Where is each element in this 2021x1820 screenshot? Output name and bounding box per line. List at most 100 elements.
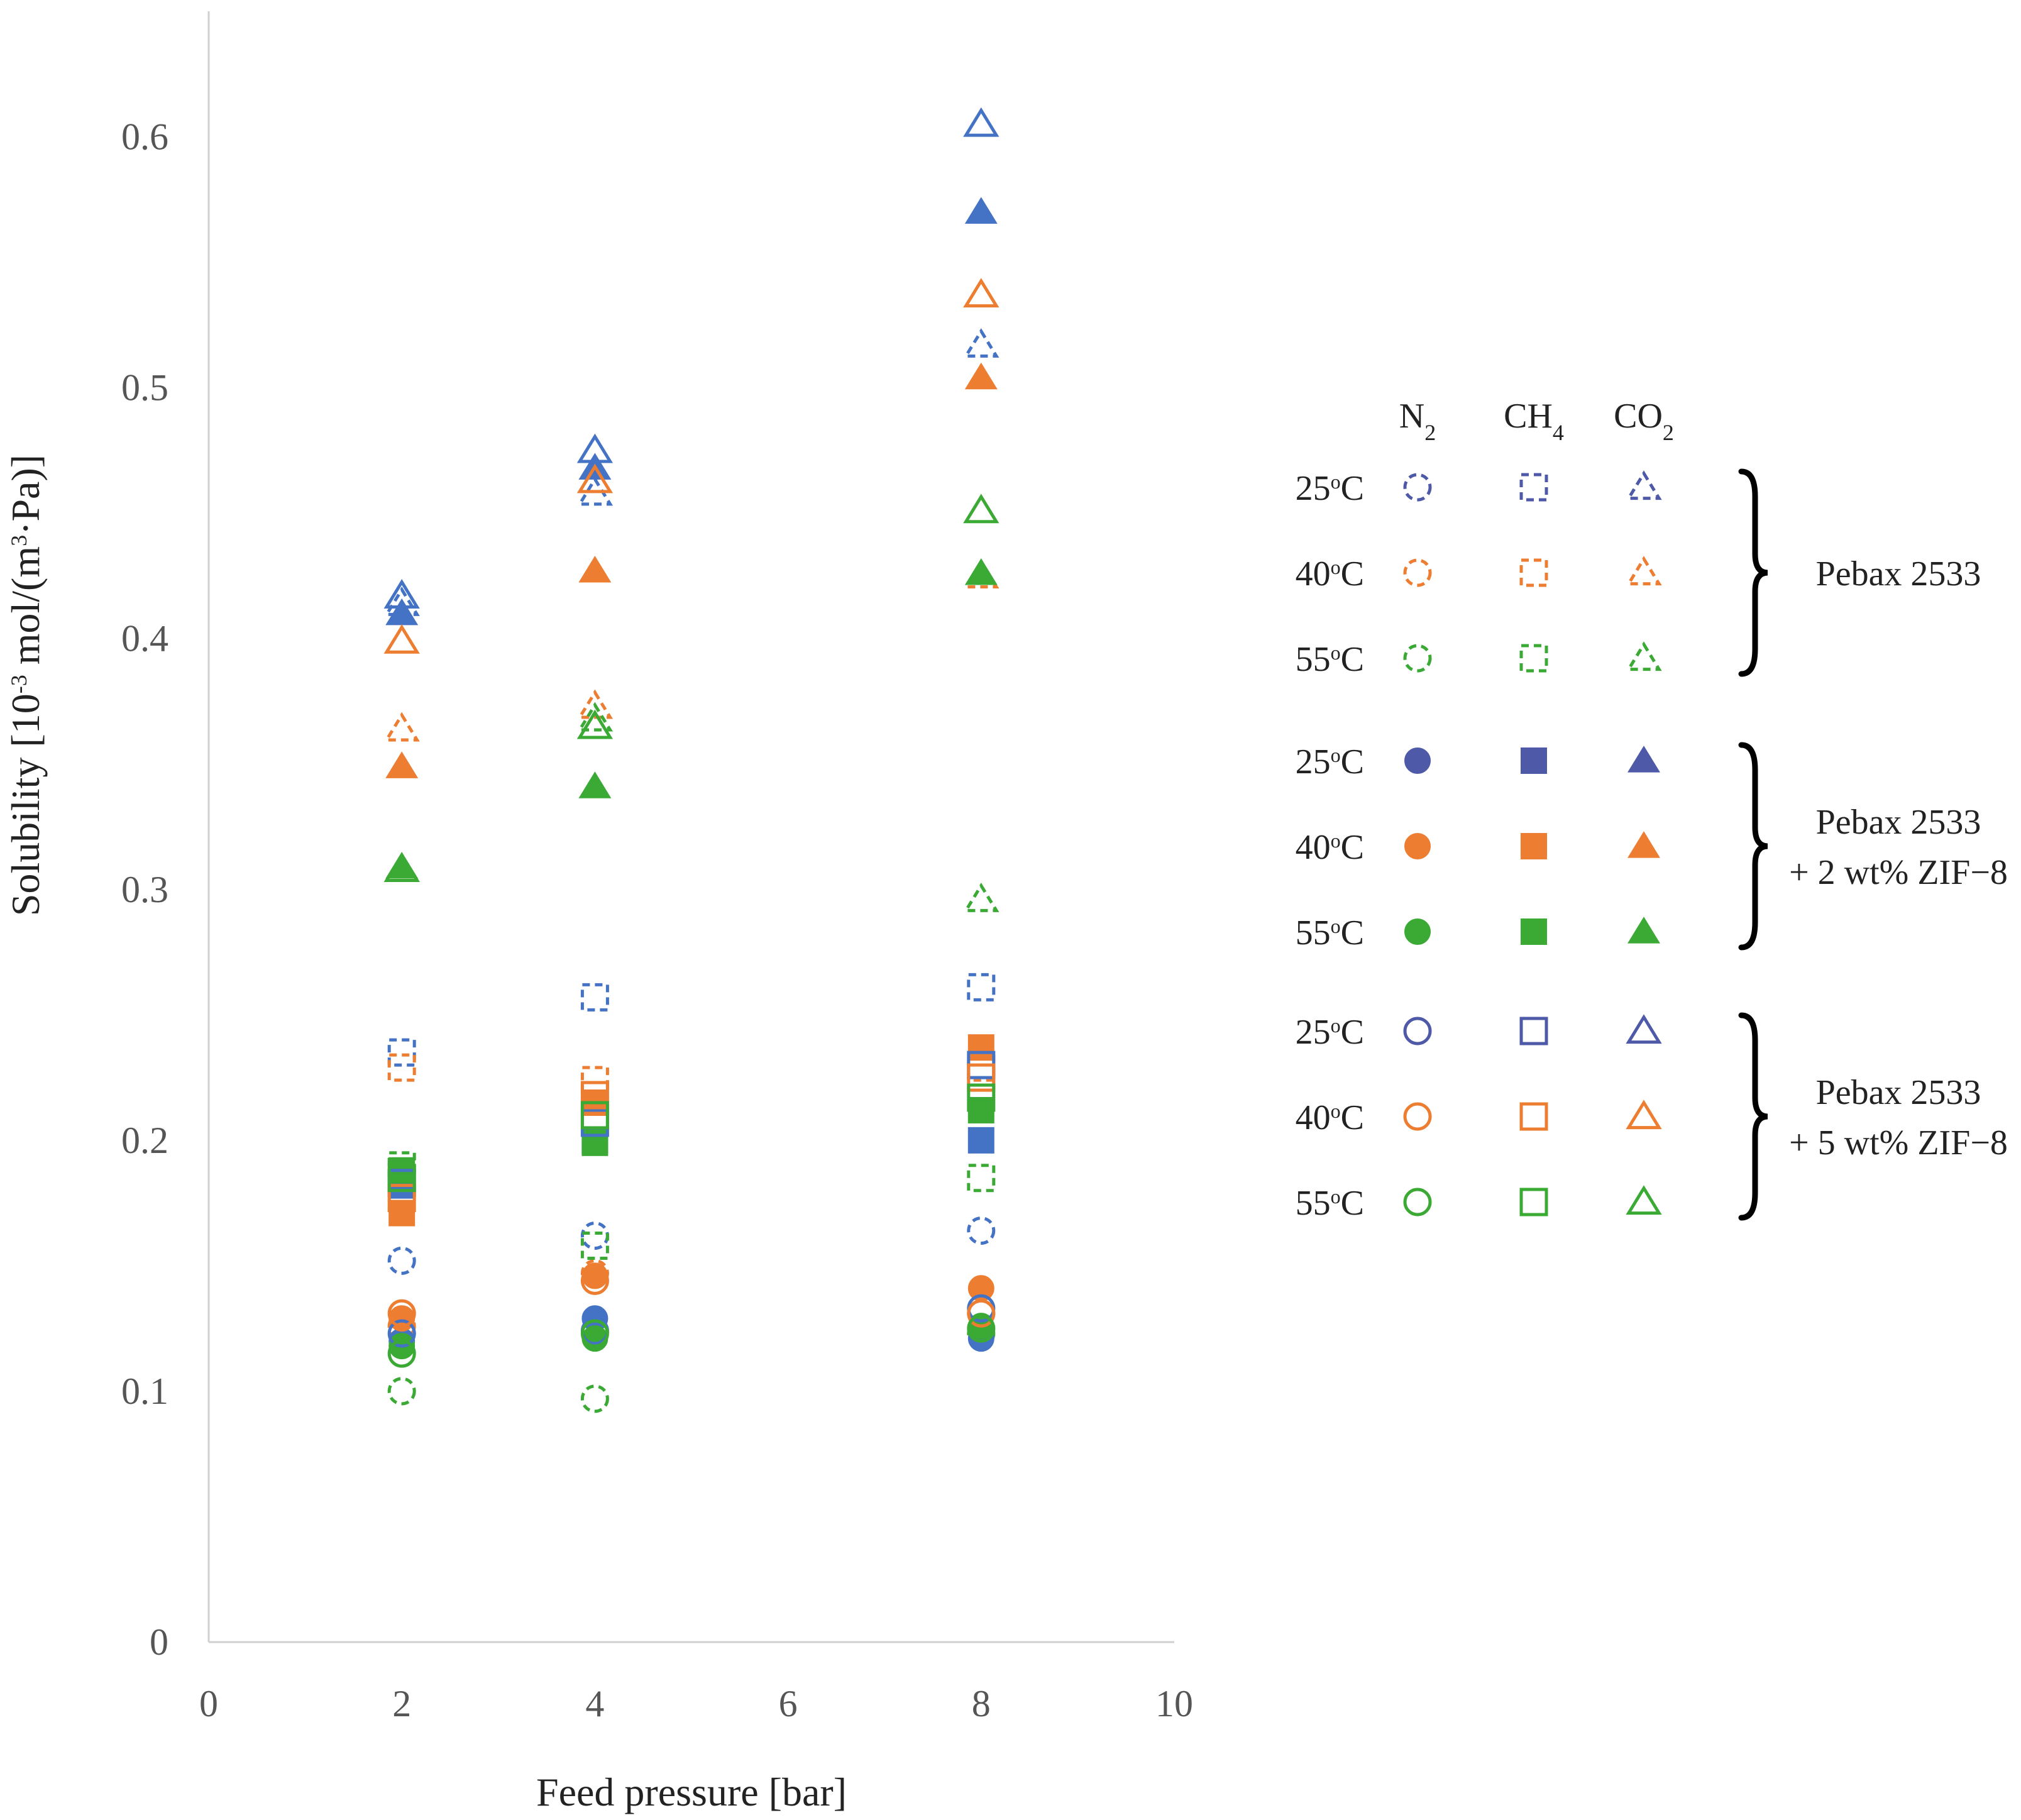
data-point-n2-55-dashed (580, 1384, 609, 1413)
data-point-n2-40-hollow (580, 1266, 609, 1295)
legend-temperature-label: 55oC (1296, 913, 1364, 952)
legend-temperature-label: 40oC (1296, 828, 1364, 867)
legend-temperature-label: 55oC (1296, 1184, 1364, 1223)
data-point-ch4-55-hollow (580, 1101, 609, 1130)
data-point-co2-40-filled (964, 362, 998, 390)
data-point-co2-40-hollow (383, 624, 420, 654)
x-tick-label: 6 (779, 1683, 798, 1724)
legend-marker-co2-25-dashed (1626, 470, 1662, 500)
legend-marker-co2-40-hollow (1626, 1100, 1662, 1130)
legend-group-label: + 5 wt% ZIF−8 (1789, 1123, 2008, 1162)
data-point-ch4-25-filled (967, 1127, 994, 1154)
data-point-ch4-25-dashed (580, 983, 609, 1012)
x-axis-title: Feed pressure [bar] (536, 1770, 847, 1814)
data-point-ch4-55-dashed (967, 1164, 996, 1193)
data-point-n2-25-dashed (580, 1221, 609, 1250)
data-point-co2-25-hollow (963, 107, 999, 137)
legend-marker-co2-25-filled (1627, 746, 1660, 773)
legend-marker-n2-55-hollow (1403, 1188, 1432, 1216)
data-point-co2-40-hollow (576, 463, 614, 494)
data-point-n2-55-dashed (387, 1377, 416, 1406)
legend-marker-co2-25-hollow (1626, 1014, 1662, 1044)
data-point-co2-25-dashed (963, 328, 999, 358)
legend-temperature-label: 25oC (1296, 742, 1364, 781)
data-point-n2-55-hollow (967, 1314, 996, 1343)
x-tick-label: 10 (1155, 1683, 1193, 1724)
y-tick-label: 0 (150, 1621, 168, 1663)
data-point-co2-25-filled (964, 197, 998, 224)
data-point-co2-40-filled (385, 751, 419, 778)
axis-ticks: 0 2 4 6 8 10 0 0.1 0.2 0.3 0.4 0.5 0.6 (121, 116, 1193, 1724)
data-point-ch4-40-dashed (387, 1053, 416, 1082)
y-tick-label: 0.4 (121, 618, 168, 659)
x-tick-label: 4 (585, 1683, 604, 1724)
legend-group-brace (1738, 468, 1768, 677)
data-point-n2-40-hollow (967, 1299, 996, 1328)
data-points (383, 107, 999, 1413)
data-point-co2-55-dashed (576, 702, 614, 732)
legend-marker-ch4-25-filled (1521, 747, 1547, 774)
legend-temperature-label: 40oC (1296, 554, 1364, 593)
data-point-co2-55-hollow (576, 709, 614, 739)
data-point-ch4-55-hollow (967, 1083, 996, 1112)
legend-group-brace (1738, 742, 1768, 951)
legend-marker-ch4-40-dashed (1519, 558, 1548, 587)
data-point-co2-40-filled (578, 556, 612, 583)
data-point-ch4-55-hollow (387, 1164, 416, 1193)
legend-marker-ch4-40-hollow (1519, 1102, 1548, 1131)
legend-marker-co2-40-dashed (1626, 556, 1662, 586)
legend-temperature-label: 25oC (1296, 1013, 1364, 1052)
legend-marker-co2-55-filled (1627, 917, 1660, 944)
legend-group-label: Pebax 2533 (1816, 803, 1981, 842)
data-point-n2-25-dashed (387, 1246, 416, 1275)
data-point-co2-55-hollow (963, 494, 999, 524)
legend-marker-n2-25-filled (1404, 747, 1431, 774)
axis-titles: Feed pressure [bar] Solubility [10-3 mol/… (3, 455, 847, 1814)
x-tick-label: 2 (392, 1683, 411, 1724)
data-point-n2-55-hollow (387, 1339, 416, 1368)
data-point-ch4-40-hollow (967, 1063, 996, 1092)
data-point-n2-25-dashed (967, 1216, 996, 1245)
data-point-co2-55-filled (578, 771, 612, 798)
data-point-ch4-40-filled (967, 1034, 994, 1061)
x-tick-label: 8 (972, 1683, 991, 1724)
legend-marker-n2-25-dashed (1403, 473, 1432, 502)
data-point-co2-25-filled (385, 598, 419, 626)
data-point-co2-40-hollow (963, 278, 999, 308)
data-point-ch4-40-filled (388, 1200, 416, 1227)
legend-marker-ch4-55-dashed (1519, 644, 1548, 673)
legend-temperature-label: 55oC (1296, 640, 1364, 679)
data-point-co2-25-hollow (383, 579, 420, 609)
data-point-co2-55-hollow (383, 852, 420, 882)
legend: N2 CH4 CO2 25oC 40oC 55oC Pebax 2533 25oC 40oC 55… (1296, 397, 2008, 1223)
plot-axes (207, 11, 1174, 1643)
data-point-co2-25-hollow (576, 433, 614, 463)
data-point-n2-55-hollow (580, 1319, 609, 1348)
legend-marker-n2-40-filled (1404, 833, 1431, 859)
legend-column-header: CH4 (1504, 397, 1564, 445)
legend-marker-co2-55-hollow (1626, 1185, 1662, 1215)
legend-temperature-label: 25oC (1296, 469, 1364, 508)
y-axis-title: Solubility [10-3 mol/(m3·Pa)] (3, 455, 48, 916)
data-point-ch4-40-dashed (580, 1066, 609, 1095)
legend-marker-ch4-40-filled (1521, 833, 1547, 859)
legend-marker-co2-40-filled (1627, 831, 1660, 858)
legend-temperature-label: 40oC (1296, 1098, 1364, 1137)
x-tick-label: 0 (199, 1683, 218, 1724)
data-point-ch4-25-dashed (967, 973, 996, 1001)
legend-marker-ch4-55-hollow (1519, 1188, 1548, 1216)
legend-marker-ch4-25-dashed (1519, 473, 1548, 502)
legend-marker-ch4-55-filled (1521, 918, 1547, 945)
data-point-ch4-55-dashed (580, 1231, 609, 1260)
legend-marker-co2-55-dashed (1626, 641, 1662, 671)
data-point-co2-40-dashed (576, 689, 614, 719)
y-tick-label: 0.5 (121, 367, 168, 409)
data-point-co2-40-dashed (383, 712, 420, 742)
y-tick-label: 0.2 (121, 1120, 168, 1161)
legend-group-label: + 2 wt% ZIF−8 (1789, 853, 2008, 892)
legend-marker-n2-55-dashed (1403, 644, 1432, 673)
data-point-n2-40-hollow (387, 1299, 416, 1328)
data-point-n2-25-hollow (387, 1319, 416, 1348)
y-tick-label: 0.1 (121, 1371, 168, 1412)
